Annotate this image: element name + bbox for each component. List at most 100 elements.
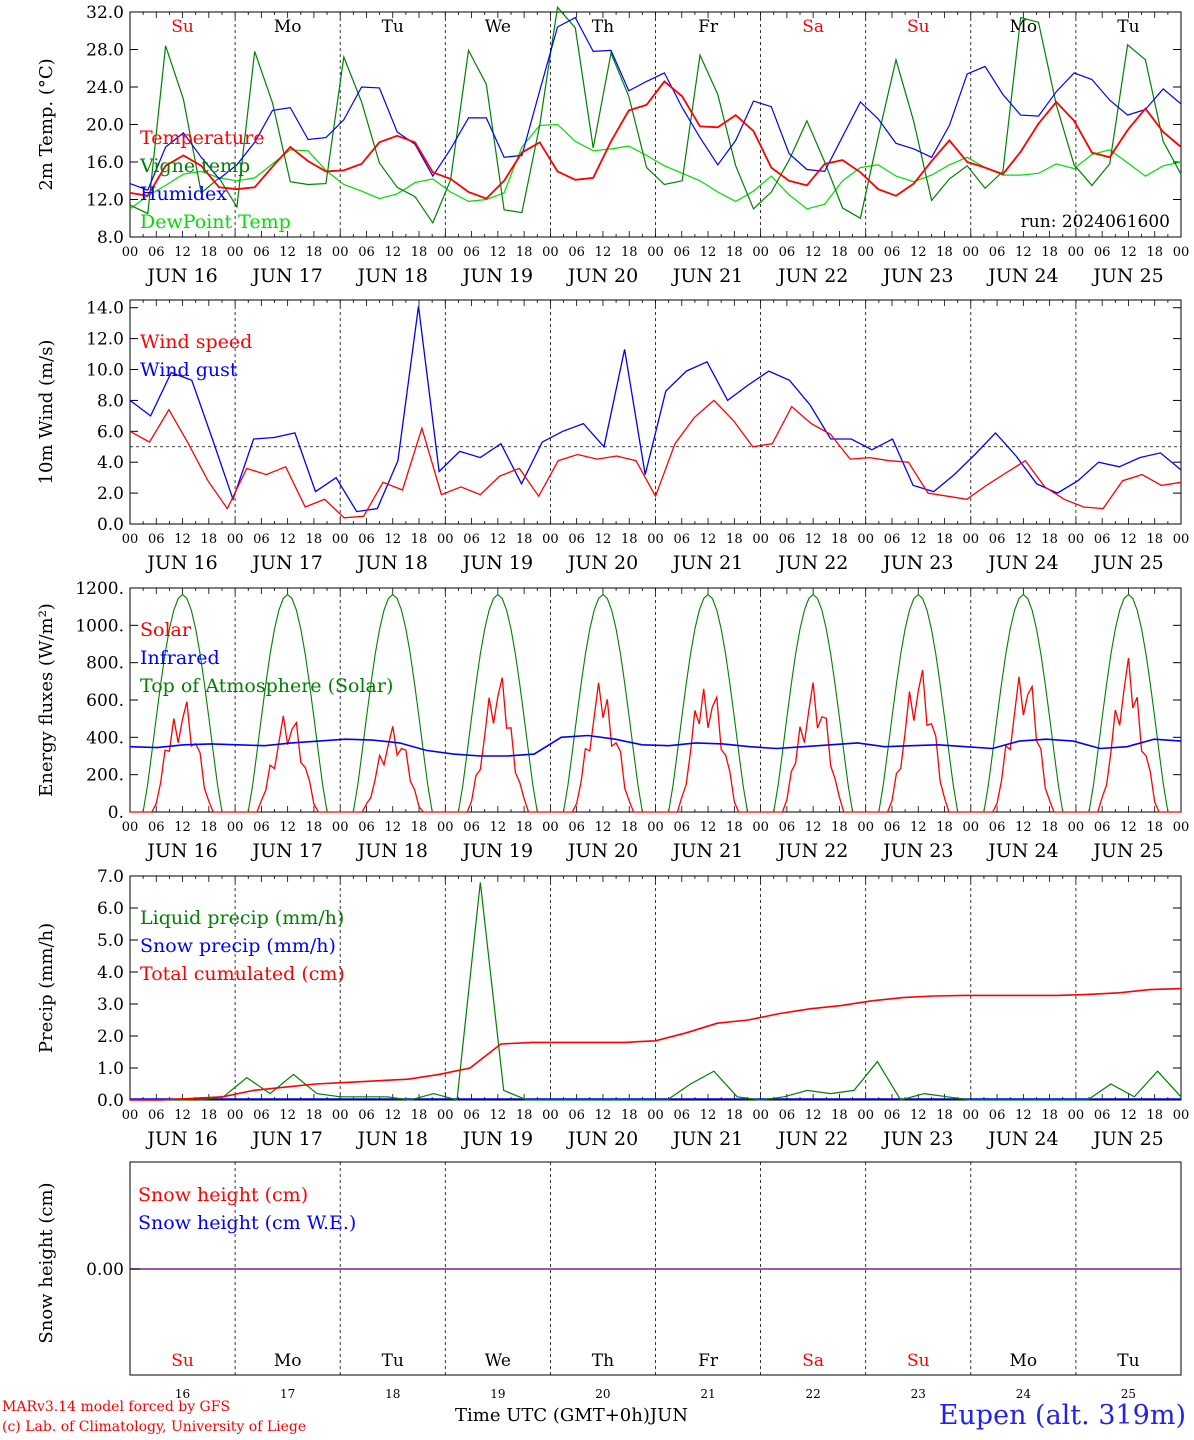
panel-1-hour-label: 18 [306,532,323,547]
panel-1-hour-label: 00 [647,532,664,547]
panel-2-ytick-label: 600. [86,691,124,711]
panel-3-hour-label: 12 [279,1108,296,1123]
panel-2-hour-label: 06 [148,820,165,835]
panel-1-hour-label: 06 [989,532,1006,547]
panel-2-hour-label: 06 [779,820,796,835]
panel-1-hour-label: 18 [411,532,428,547]
panel-0-hour-label: 06 [148,245,165,260]
panel-0-hour-label: 12 [279,245,296,260]
panel-2-hour-label: 00 [857,820,874,835]
panel-1-day-label: JUN 24 [986,552,1058,574]
panel-3-hour-label: 06 [779,1108,796,1123]
panel-0-weekday: Mo [274,17,302,37]
panel-0-day-label: JUN 24 [986,265,1058,287]
panel-4-weekday: Su [171,1351,194,1371]
panel-0-hour-label: 12 [1015,245,1032,260]
panel-1-hour-label: 00 [122,532,139,547]
panel-2-ytick-label: 400. [86,728,124,748]
panel-0-hour-label: 12 [1120,245,1137,260]
panel-1-ytick-label: 4.0 [97,453,124,473]
panel-2-ylabel: Energy fluxes (W/m²) [36,603,57,797]
panel-2-hour-label: 06 [884,820,901,835]
panel-1-hour-label: 06 [884,532,901,547]
run-annotation: run: 2024061600 [1021,212,1170,232]
panel-3-hour-label: 12 [700,1108,717,1123]
panel-0-hour-label: 12 [490,245,507,260]
panel-0-hour-label: 18 [621,245,638,260]
panel-3-hour-label: 00 [647,1108,664,1123]
panel-2-hour-label: 18 [516,820,533,835]
panel-0-hour-label: 06 [463,245,480,260]
panel-1-hour-label: 00 [332,532,349,547]
panel-2-day-label: JUN 24 [986,840,1058,862]
panel-1-day-label: JUN 17 [250,552,322,574]
panel-0-hour-label: 00 [647,245,664,260]
panel-2-legend-solar: Solar [140,619,192,641]
panel-1-hour-label: 06 [253,532,270,547]
panel-2-hour-label: 00 [122,820,139,835]
panel-3-hour-label: 18 [516,1108,533,1123]
panel-3-hour-label: 12 [595,1108,612,1123]
panel-0-hour-label: 12 [595,245,612,260]
panel-3-day-label: JUN 19 [461,1128,533,1150]
panel-0-hour-label: 12 [384,245,401,260]
panel-0-hour-label: 12 [910,245,927,260]
panel-2-hour-label: 18 [726,820,743,835]
panel-3-hour-label: 18 [201,1108,218,1123]
panel-2-day-label: JUN 25 [1091,840,1163,862]
panel-0-legend-humidex: Humidex [140,183,227,205]
panel-4-day-number: 24 [1016,1387,1032,1401]
panel-1-hour-label: 00 [1173,532,1190,547]
panel-4-ylabel: Snow height (cm) [36,1182,57,1343]
series-humidex [129,16,1182,191]
panel-0-hour-label: 00 [1068,245,1085,260]
panel-3-hour-label: 12 [805,1108,822,1123]
panel-1-hour-label: 06 [674,532,691,547]
panel-0-legend-temperature: Temperature [140,127,264,149]
panel-3-hour-label: 12 [1015,1108,1032,1123]
panel-1-hour-label: 06 [1094,532,1111,547]
panel-2-hour-label: 18 [936,820,953,835]
panel-3-hour-label: 18 [306,1108,323,1123]
panel-4-weekday: Su [907,1351,930,1371]
panel-4-day-number: 22 [806,1387,821,1401]
panel-1-frame [129,299,1182,525]
panel-3-hour-label: 00 [857,1108,874,1123]
panel-2-day-label: JUN 16 [145,840,217,862]
panel-3-hour-label: 06 [148,1108,165,1123]
panel-0-hour-label: 06 [1094,245,1111,260]
panel-3-hour-label: 00 [332,1108,349,1123]
panel-0-hour-label: 18 [1041,245,1058,260]
panel-0-weekday: Fr [698,17,719,37]
panel-3-hour-label: 00 [542,1108,559,1123]
panel-1-hour-label: 06 [358,532,375,547]
panel-2-hour-label: 12 [174,820,191,835]
panel-0-hour-label: 18 [726,245,743,260]
panel-0-hour-label: 06 [779,245,796,260]
panel-0-hour-label: 06 [358,245,375,260]
panel-3-legend-total-cumulated-cm-: Total cumulated (cm) [140,963,345,985]
model-credit: MARv3.14 model forced by GFS [2,1399,231,1415]
panel-4-day-number: 19 [490,1387,505,1401]
panel-0-day-label: JUN 20 [566,265,638,287]
panel-2-hour-label: 12 [384,820,401,835]
panel-2-day-label: JUN 17 [250,840,322,862]
panel-3-ytick-label: 4.0 [97,963,124,983]
panel-1-hour-label: 12 [174,532,191,547]
panel-1-legend-wind-gust: Wind gust [140,359,238,381]
panel-1-ytick-label: 10.0 [86,361,124,381]
panel-3-ytick-label: 0.0 [97,1091,124,1111]
panel-1-hour-label: 06 [779,532,796,547]
panel-0-hour-label: 00 [227,245,244,260]
panel-0-legend-dewpoint-temp: DewPoint Temp [140,211,291,233]
panel-1-ytick-label: 12.0 [86,330,124,350]
panel-3-hour-label: 18 [831,1108,848,1123]
panel-0-hour-label: 00 [752,245,769,260]
panel-1-hour-label: 18 [726,532,743,547]
panel-2-day-label: JUN 18 [356,840,428,862]
panel-3-day-label: JUN 17 [250,1128,322,1150]
panel-0-hour-label: 06 [989,245,1006,260]
panel-3-ytick-label: 6.0 [97,899,124,919]
panel-1-legend-wind-speed: Wind speed [140,331,252,353]
